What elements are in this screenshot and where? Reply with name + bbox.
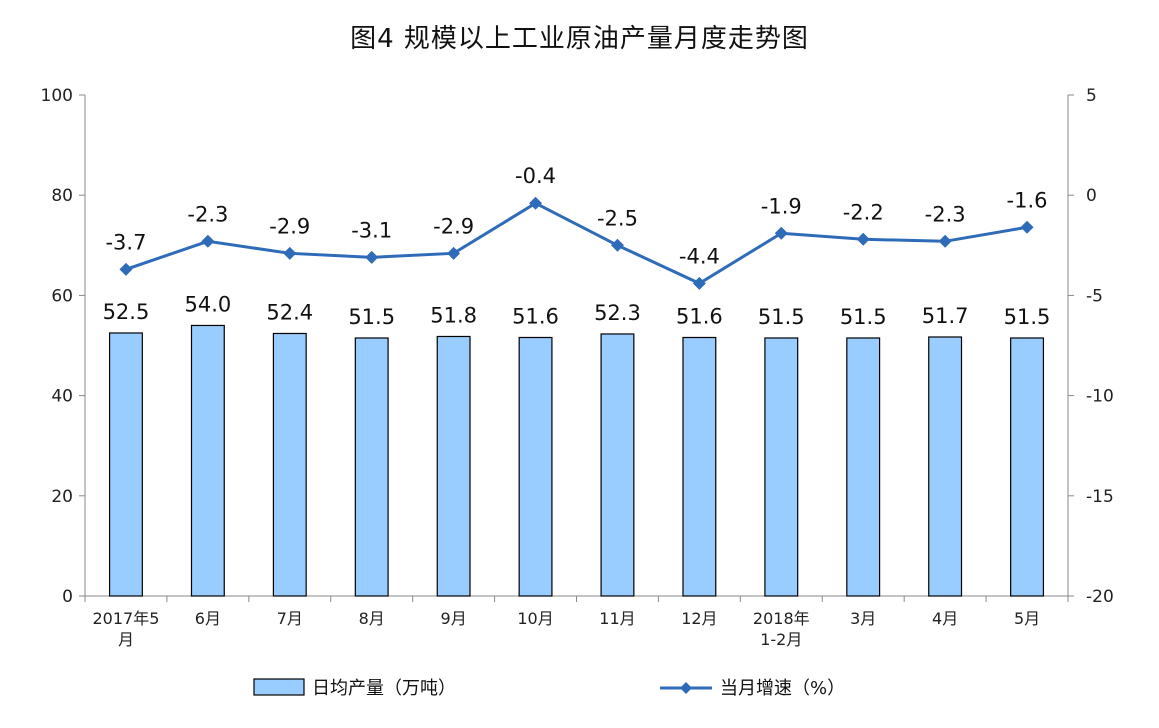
y-left-tick-label: 60 <box>51 286 73 306</box>
bar <box>682 336 717 597</box>
x-tick-label: 11月 <box>599 609 635 628</box>
bar-value-label: 51.6 <box>676 304 723 328</box>
growth-value-label: -2.3 <box>187 202 228 226</box>
y-right-tick-label: 0 <box>1086 186 1097 206</box>
growth-point <box>201 234 215 248</box>
growth-value-label: -2.2 <box>843 200 884 224</box>
growth-point <box>692 276 706 290</box>
y-right-tick-label: -20 <box>1086 587 1114 607</box>
bar-value-label: 52.5 <box>103 300 150 324</box>
growth-value-label: -2.9 <box>269 214 310 238</box>
y-left-tick-label: 20 <box>51 487 73 507</box>
growth-value-label: -1.6 <box>1007 188 1048 212</box>
y-right-tick-label: 5 <box>1086 86 1097 106</box>
y-right-tick-label: -15 <box>1086 487 1114 507</box>
y-left-tick-label: 40 <box>51 387 73 407</box>
y-left-tick-label: 100 <box>41 86 73 106</box>
legend-bar-swatch <box>253 678 305 696</box>
bar-value-label: 51.5 <box>348 305 395 329</box>
x-tick-label: 6月 <box>195 609 221 628</box>
growth-point <box>283 246 297 260</box>
growth-line <box>125 201 1028 286</box>
x-tick-label: 12月 <box>681 609 717 628</box>
bar <box>1010 337 1045 597</box>
x-tick-label: 2017年5 月 <box>93 609 160 649</box>
growth-point <box>610 238 624 252</box>
x-tick-label: 9月 <box>441 609 467 628</box>
legend-line-marker <box>680 682 692 694</box>
bar-value-label: 51.8 <box>430 303 477 327</box>
y-left-tick-label: 0 <box>62 587 73 607</box>
growth-point <box>1020 220 1034 234</box>
y-right-tick-label: -10 <box>1086 387 1114 407</box>
x-tick-label: 7月 <box>277 609 303 628</box>
growth-point <box>119 262 133 276</box>
growth-value-label: -0.4 <box>515 164 556 188</box>
bar-value-label: 51.6 <box>512 304 559 328</box>
growth-point <box>938 234 952 248</box>
chart-title: 图4 规模以上工业原油产量月度走势图 <box>350 24 809 54</box>
x-tick-label: 3月 <box>850 609 876 628</box>
growth-point <box>529 196 543 210</box>
growth-point <box>774 226 788 240</box>
growth-point <box>447 246 461 260</box>
bar <box>108 332 143 597</box>
bar <box>600 333 635 597</box>
growth-value-label: -4.4 <box>679 244 720 268</box>
x-tick-label: 2018年 1-2月 <box>753 609 810 649</box>
bar-value-label: 54.0 <box>184 292 231 316</box>
growth-value-label: -2.3 <box>925 202 966 226</box>
growth-value-label: -2.5 <box>597 206 638 230</box>
growth-value-label: -1.9 <box>761 194 802 218</box>
x-tick-label: 8月 <box>359 609 385 628</box>
bar <box>764 337 799 597</box>
bar <box>928 336 963 597</box>
growth-point <box>856 232 870 246</box>
legend-line-label: 当月增速（%） <box>720 678 845 699</box>
x-tick-label: 4月 <box>932 609 958 628</box>
bar <box>190 324 225 597</box>
bar <box>272 332 307 597</box>
bar-value-label: 51.5 <box>758 305 805 329</box>
bar-value-label: 52.4 <box>266 300 313 324</box>
bar <box>354 337 389 597</box>
growth-value-label: -3.1 <box>351 218 392 242</box>
growth-point <box>365 250 379 264</box>
bar-value-label: 51.5 <box>1004 305 1051 329</box>
growth-value-label: -2.9 <box>433 214 474 238</box>
x-tick-label: 5月 <box>1014 609 1040 628</box>
y-left-tick-label: 80 <box>51 186 73 206</box>
bar <box>518 336 553 597</box>
x-tick-label: 10月 <box>517 609 553 628</box>
bar-value-label: 51.5 <box>840 305 887 329</box>
bar-value-label: 52.3 <box>594 301 641 325</box>
bar <box>436 335 471 597</box>
legend-bar-label: 日均产量（万吨） <box>312 678 456 699</box>
bar-value-label: 51.7 <box>922 304 969 328</box>
bar <box>846 337 881 597</box>
growth-value-label: -3.7 <box>105 230 146 254</box>
y-right-tick-label: -5 <box>1086 286 1103 306</box>
